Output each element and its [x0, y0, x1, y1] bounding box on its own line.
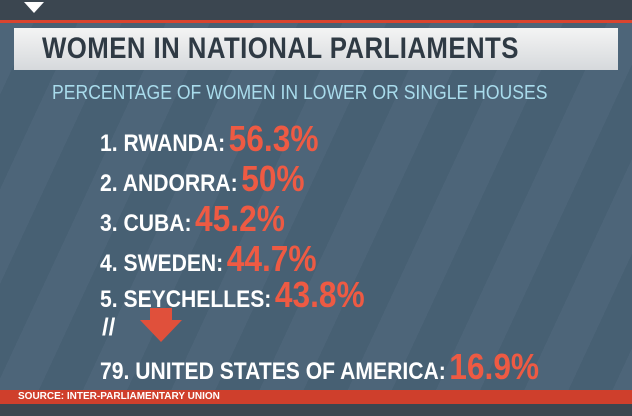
ranking-row: 4. SWEDEN:44.7%	[100, 238, 317, 280]
down-arrow	[140, 308, 182, 342]
ranking-row: 5. SEYCHELLES:43.8%	[100, 274, 365, 316]
percentage: 45.2%	[195, 198, 285, 239]
percentage: 50%	[241, 158, 305, 199]
title-bar: WOMEN IN NATIONAL PARLIAMENTS	[14, 28, 618, 70]
bottom-band	[0, 404, 632, 416]
marker	[24, 2, 44, 13]
percentage: 16.9%	[449, 346, 540, 387]
country: 79. UNITED STATES OF AMERICA:	[100, 358, 446, 385]
percentage: 44.7%	[226, 238, 317, 279]
title: WOMEN IN NATIONAL PARLIAMENTS	[42, 32, 519, 65]
percentage: 56.3%	[228, 118, 319, 159]
ranking-row: 1. RWANDA:56.3%	[100, 118, 319, 160]
country: 2. ANDORRA:	[100, 170, 238, 197]
source: SOURCE: INTER-PARLIAMENTARY UNION	[18, 391, 220, 402]
highlight-row: 79. UNITED STATES OF AMERICA:16.9%	[100, 346, 539, 388]
footer: SOURCE: INTER-PARLIAMENTARY UNION	[0, 390, 632, 404]
country: 4. SWEDEN:	[100, 250, 224, 277]
top-band	[0, 0, 632, 23]
country: 1. RWANDA:	[100, 130, 226, 157]
country: 3. CUBA:	[100, 210, 192, 237]
ranking-row: 2. ANDORRA:50%	[100, 158, 305, 200]
subtitle: PERCENTAGE OF WOMEN IN LOWER OR SINGLE H…	[52, 82, 548, 104]
ranking-row: 3. CUBA:45.2%	[100, 198, 285, 240]
separator: //	[102, 314, 116, 341]
percentage: 43.8%	[274, 274, 365, 315]
country: 5. SEYCHELLES:	[100, 286, 272, 313]
